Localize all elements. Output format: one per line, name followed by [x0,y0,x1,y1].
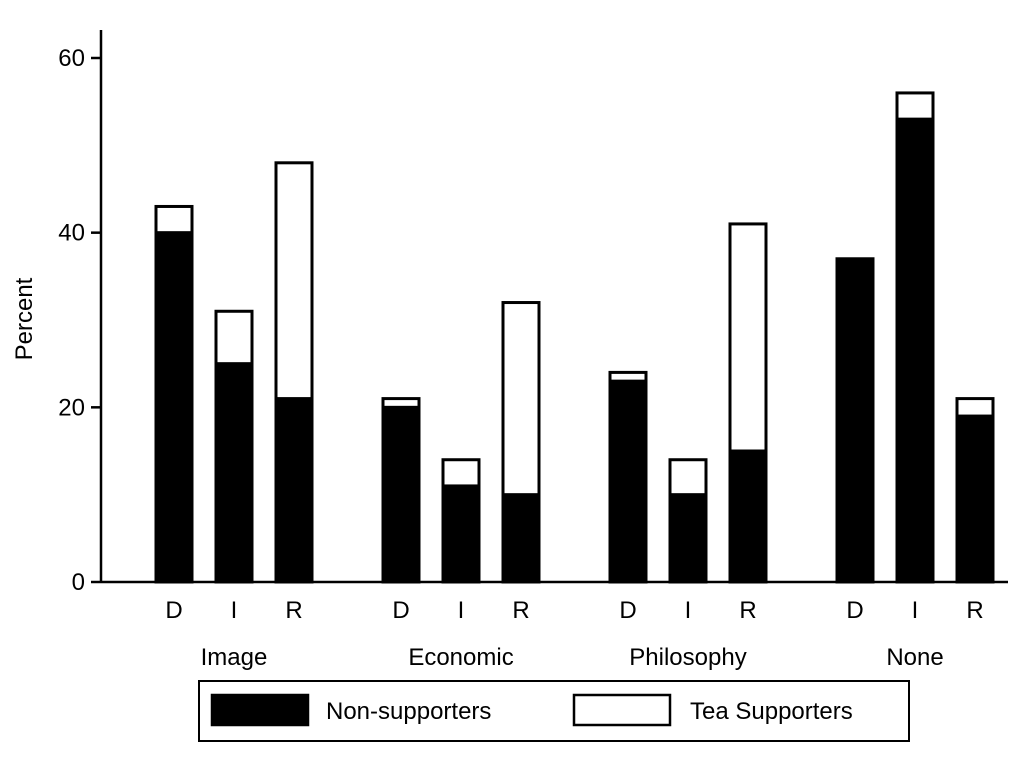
bar-non-supporters-economic-D [381,405,421,584]
bar-non-supporters-none-I [895,117,935,584]
category-label: R [285,597,302,624]
category-label: I [458,597,465,624]
category-label: I [912,597,919,624]
bar-non-supporters-philosophy-I [668,493,708,584]
group-label: Image [201,644,268,671]
category-label: I [231,597,238,624]
category-label: D [846,597,863,624]
bar-non-supporters-image-I [214,362,254,584]
category-label: D [619,597,636,624]
bar-non-supporters-image-R [274,397,314,584]
group-label: None [886,644,943,671]
category-label: I [685,597,692,624]
bar-non-supporters-economic-I [441,484,481,584]
legend: Non-supporters Tea Supporters [198,680,910,742]
bar-non-supporters-none-R [955,414,995,584]
legend-label: Tea Supporters [690,698,853,725]
bars-layer [154,91,995,584]
bar-non-supporters-philosophy-R [728,449,768,584]
y-tick-label: 40 [58,220,85,247]
category-label: D [392,597,409,624]
legend-label: Non-supporters [326,698,491,725]
y-tick-label: 60 [58,45,85,72]
y-tick-label: 0 [72,569,85,596]
category-label: D [165,597,182,624]
category-label: R [966,597,983,624]
legend-swatch-tea-supporters [572,693,672,727]
group-label: Economic [408,644,513,671]
category-label: R [739,597,756,624]
axes-layer: 0 20 40 60 [58,30,1008,596]
category-label: R [512,597,529,624]
bar-non-supporters-image-D [154,231,194,584]
bar-non-supporters-none-D [835,257,875,584]
legend-box [198,680,910,742]
bar-non-supporters-philosophy-D [608,379,648,584]
legend-swatch-non-supporters [210,693,310,727]
bar-non-supporters-economic-R [501,493,541,584]
y-axis-label: Percent [11,277,38,360]
y-tick-label: 20 [58,394,85,421]
labels-layer: D I R Image D I R Economic D I R Philosophy D I R None [165,597,983,671]
group-label: Philosophy [629,644,746,671]
